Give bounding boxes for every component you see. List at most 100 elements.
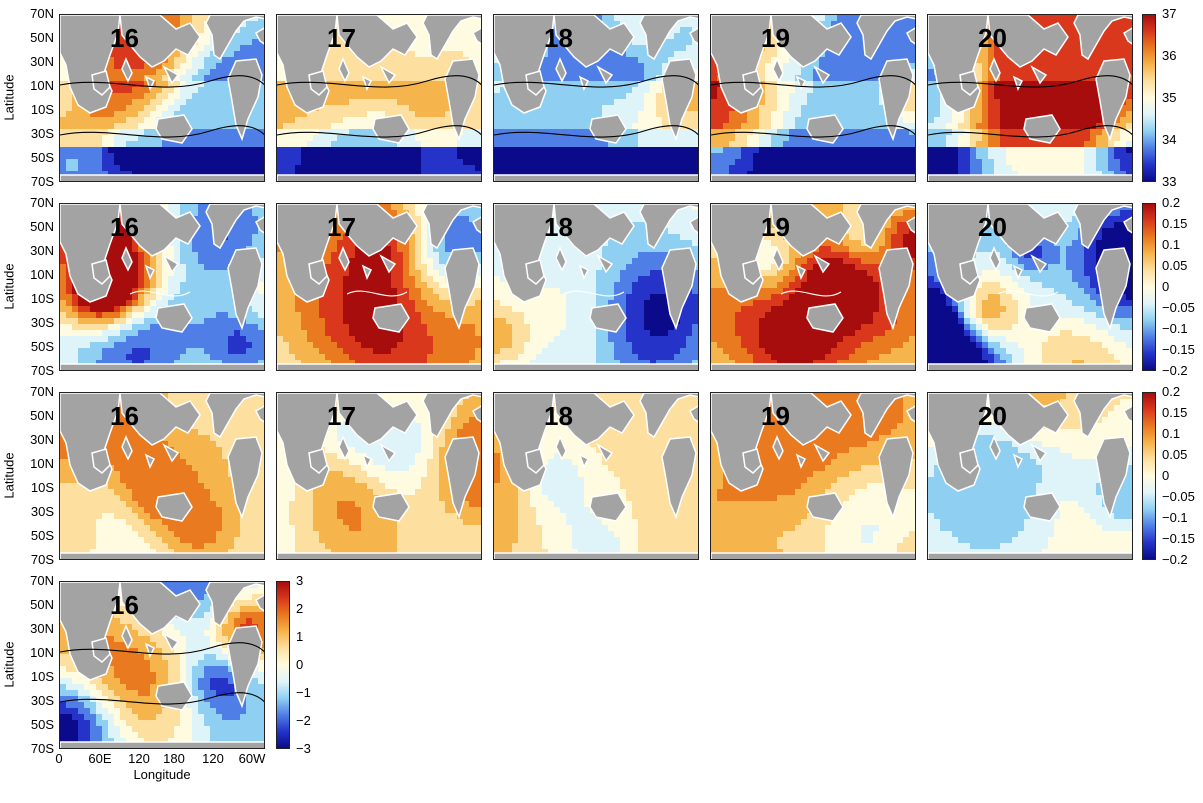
- land-mass: [338, 57, 350, 83]
- y-tick-label: 50S: [30, 339, 54, 354]
- x-tick-label: 120: [128, 751, 150, 766]
- panel-number: 19: [761, 401, 790, 431]
- colorbar-tick-label: −0.1: [1162, 510, 1188, 525]
- colorbar-tick-label: 0.1: [1162, 426, 1181, 441]
- x-tick-label: 120: [202, 751, 224, 766]
- land-mass: [162, 254, 180, 274]
- land-mass: [639, 393, 698, 439]
- map-panel: 19: [710, 392, 916, 560]
- land-mass: [379, 443, 397, 463]
- land-mass: [1073, 393, 1132, 439]
- land-mass: [525, 448, 545, 474]
- contour-line: [780, 290, 842, 297]
- land-mass: [959, 259, 979, 285]
- x-tick-label: 60E: [88, 751, 112, 766]
- map-panel: 18: [493, 203, 699, 371]
- land-mass: [589, 303, 627, 333]
- contour-line: [494, 125, 698, 138]
- y-tick-label: 30N: [30, 54, 54, 69]
- land-mass: [959, 448, 979, 474]
- y-axis-title: Latitude: [1, 641, 17, 688]
- land-mass: [813, 65, 831, 85]
- colorbar-tick-label: −0.15: [1162, 342, 1195, 357]
- contour-line: [277, 75, 481, 88]
- colorbar-tick-label: 0: [1162, 279, 1170, 294]
- land-mass: [878, 436, 914, 520]
- land-mass: [856, 15, 915, 61]
- land-mass: [596, 443, 614, 463]
- land-mass: [795, 264, 807, 280]
- land-mass: [379, 254, 397, 274]
- land-mass: [553, 15, 635, 68]
- land-mass: [1123, 405, 1132, 423]
- y-tick-label: 70S: [30, 741, 54, 756]
- land-mass: [227, 625, 263, 709]
- y-tick-label: 30S: [30, 504, 54, 519]
- land-mass: [928, 552, 1132, 559]
- land-mass: [1095, 247, 1131, 331]
- land-mass: [277, 174, 481, 181]
- y-tick-label: 70N: [30, 384, 54, 399]
- land-mass: [205, 393, 264, 439]
- land-mass: [338, 246, 350, 272]
- land-mass: [308, 259, 328, 285]
- land-mass: [813, 443, 831, 463]
- land-mass: [121, 57, 133, 83]
- land-mass: [689, 216, 698, 234]
- y-tick-label: 10N: [30, 267, 54, 282]
- y-axis-title: Latitude: [1, 452, 17, 499]
- land-mass: [1012, 75, 1024, 91]
- map-panel: 17: [276, 392, 482, 560]
- land-mass: [1123, 216, 1132, 234]
- panel-number: 19: [761, 212, 790, 242]
- colorbar: [276, 581, 290, 749]
- land-mass: [1012, 264, 1024, 280]
- land-mass: [525, 259, 545, 285]
- y-tick-label: 10S: [30, 480, 54, 495]
- land-mass: [379, 65, 397, 85]
- land-mass: [144, 264, 156, 280]
- colorbar-tick-label: −1: [296, 685, 311, 700]
- panel-number: 18: [544, 23, 573, 53]
- land-mass: [494, 174, 698, 181]
- land-mass: [878, 58, 914, 142]
- contour-line: [711, 75, 915, 88]
- land-mass: [989, 246, 1001, 272]
- land-mass: [661, 436, 697, 520]
- map-field: [711, 204, 915, 370]
- land-mass: [444, 436, 480, 520]
- land-mass: [205, 582, 264, 628]
- land-mass: [589, 492, 627, 522]
- y-tick-label: 50N: [30, 30, 54, 45]
- land-mass: [372, 492, 410, 522]
- land-mass: [227, 58, 263, 142]
- land-mass: [494, 363, 698, 370]
- land-mass: [987, 204, 1069, 257]
- colorbar: [1142, 14, 1156, 182]
- land-mass: [711, 363, 915, 370]
- land-mass: [711, 552, 915, 559]
- land-mass: [772, 57, 784, 83]
- land-mass: [1030, 65, 1048, 85]
- land-mass: [155, 303, 193, 333]
- colorbar-tick-label: −0.2: [1162, 363, 1188, 378]
- y-tick-label: 10N: [30, 456, 54, 471]
- colorbar-tick-label: 0.15: [1162, 216, 1188, 231]
- contour-line: [928, 125, 1132, 138]
- y-tick-label: 50N: [30, 219, 54, 234]
- land-mass: [255, 27, 264, 45]
- map-field: [60, 204, 264, 370]
- land-mass: [422, 204, 481, 250]
- map-field: [494, 15, 698, 181]
- land-mass: [689, 405, 698, 423]
- land-mass: [444, 247, 480, 331]
- land-mass: [639, 204, 698, 250]
- map-field: [60, 15, 264, 181]
- panel-number: 20: [978, 212, 1007, 242]
- land-mass: [1073, 15, 1132, 61]
- y-axis-title: Latitude: [1, 74, 17, 121]
- land-mass: [906, 405, 915, 423]
- y-tick-label: 30S: [30, 315, 54, 330]
- land-mass: [308, 448, 328, 474]
